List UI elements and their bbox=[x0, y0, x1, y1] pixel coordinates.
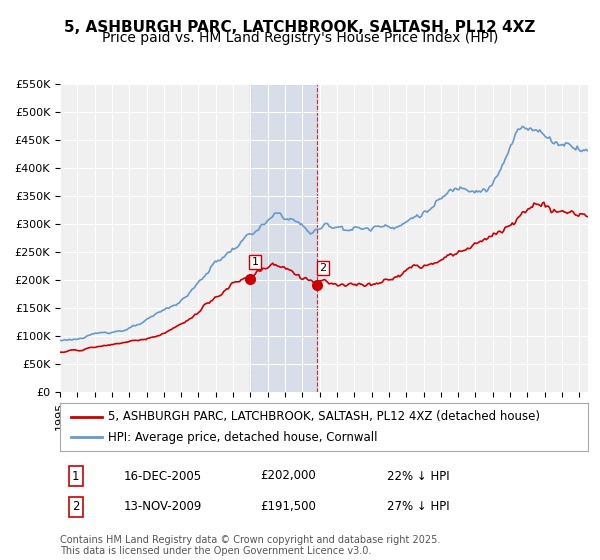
Text: Contains HM Land Registry data © Crown copyright and database right 2025.
This d: Contains HM Land Registry data © Crown c… bbox=[60, 535, 440, 557]
Text: £191,500: £191,500 bbox=[260, 500, 317, 514]
Text: 13-NOV-2009: 13-NOV-2009 bbox=[124, 500, 202, 514]
Text: 1: 1 bbox=[72, 469, 80, 483]
Text: Price paid vs. HM Land Registry's House Price Index (HPI): Price paid vs. HM Land Registry's House … bbox=[102, 31, 498, 45]
Text: HPI: Average price, detached house, Cornwall: HPI: Average price, detached house, Corn… bbox=[107, 431, 377, 444]
Bar bbox=[250, 84, 317, 392]
Text: 27% ↓ HPI: 27% ↓ HPI bbox=[388, 500, 450, 514]
Text: 5, ASHBURGH PARC, LATCHBROOK, SALTASH, PL12 4XZ (detached house): 5, ASHBURGH PARC, LATCHBROOK, SALTASH, P… bbox=[107, 410, 539, 423]
Text: 2: 2 bbox=[72, 500, 80, 514]
Text: 5, ASHBURGH PARC, LATCHBROOK, SALTASH, PL12 4XZ: 5, ASHBURGH PARC, LATCHBROOK, SALTASH, P… bbox=[64, 20, 536, 35]
Text: 1: 1 bbox=[251, 257, 259, 267]
Text: 16-DEC-2005: 16-DEC-2005 bbox=[124, 469, 202, 483]
Text: 22% ↓ HPI: 22% ↓ HPI bbox=[388, 469, 450, 483]
Text: 2: 2 bbox=[319, 263, 326, 273]
Text: £202,000: £202,000 bbox=[260, 469, 316, 483]
